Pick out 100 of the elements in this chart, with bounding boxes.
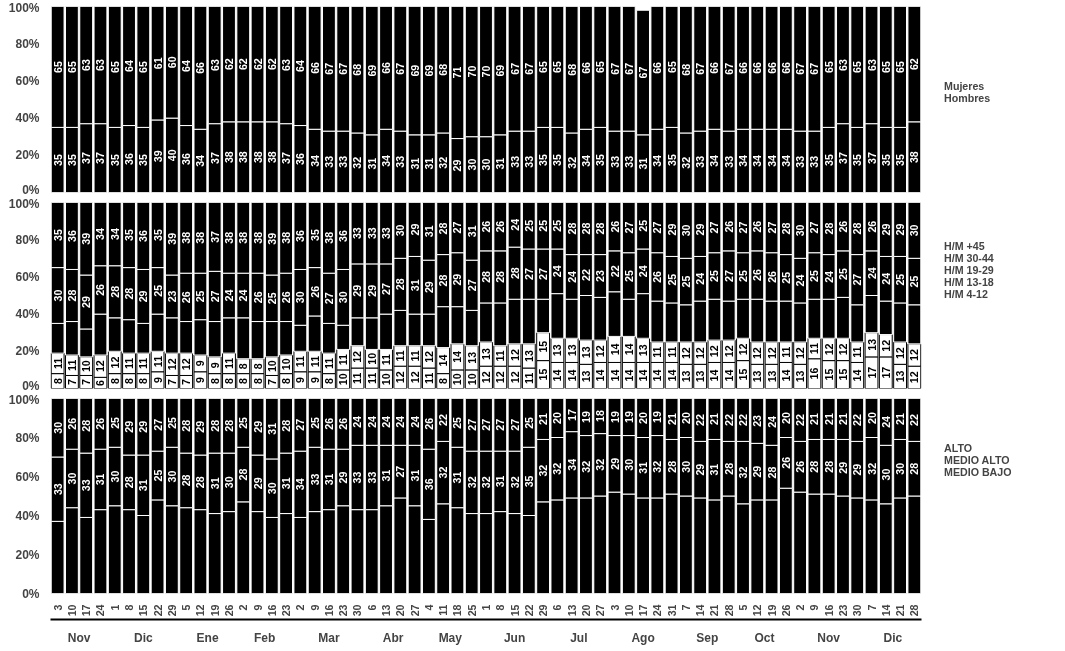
data-label: 35	[51, 153, 64, 166]
data-label: 27	[808, 221, 821, 234]
x-tick-label: 29	[165, 604, 178, 617]
text: H/M 30-44	[944, 251, 994, 264]
data-label: 66	[779, 61, 792, 74]
data-label: 62	[908, 58, 921, 71]
data-label: 66	[765, 61, 778, 74]
data-label: 38	[237, 231, 250, 244]
data-label: 24	[394, 415, 407, 428]
data-label: 12	[765, 347, 778, 360]
data-label: 27	[394, 465, 407, 478]
data-label: 12	[508, 371, 521, 384]
data-label: 11	[294, 355, 307, 368]
data-label: 32	[551, 462, 564, 475]
x-tick-label: 18	[451, 604, 464, 617]
y-tick-label: 20%	[15, 547, 40, 562]
data-label: 67	[508, 62, 521, 75]
data-label: 31	[408, 469, 421, 482]
x-tick-label: 10	[622, 604, 635, 617]
data-label: 21	[537, 412, 550, 425]
x-tick-label: 7	[679, 604, 692, 611]
y-tick-label: 60%	[15, 269, 40, 284]
x-tick-label: 11	[437, 604, 450, 616]
data-label: 12	[180, 358, 193, 371]
data-label: 10	[380, 373, 393, 386]
data-label: 35	[522, 475, 535, 488]
data-label: 15	[737, 368, 750, 381]
data-label: 11	[337, 353, 350, 366]
data-label: 13	[679, 370, 692, 383]
data-label: 64	[180, 60, 193, 72]
text: Sep	[696, 630, 719, 645]
x-tick-label: 13	[565, 604, 578, 617]
data-label: 70	[480, 65, 492, 78]
data-label: 31	[280, 477, 293, 490]
x-tick-label: 23	[836, 604, 849, 617]
text: Nov	[817, 630, 841, 645]
data-label: 35	[537, 153, 550, 166]
data-label: 33	[394, 155, 407, 168]
data-label: 11	[151, 355, 164, 368]
x-tick-label: 9	[808, 604, 821, 611]
data-label: 21	[808, 412, 821, 425]
data-label: 34	[765, 154, 778, 167]
data-label: 13	[794, 370, 807, 383]
data-label: 69	[494, 64, 507, 77]
data-label: 31	[137, 479, 150, 492]
data-label: 23	[751, 414, 764, 427]
x-tick-label: 20	[579, 604, 592, 617]
data-label: 8	[123, 378, 136, 385]
data-label: 31	[94, 473, 107, 486]
y-tick-label: 40%	[15, 307, 40, 322]
x-tick-label: 14	[694, 604, 707, 617]
data-label: 38	[222, 231, 235, 244]
data-label: 65	[594, 60, 607, 73]
data-label: 64	[294, 60, 307, 72]
data-label: 9	[194, 360, 207, 367]
data-label: 11	[408, 350, 421, 362]
data-label: 33	[722, 155, 735, 168]
data-label: 8	[251, 378, 264, 385]
data-label: 35	[822, 153, 835, 166]
data-label: 8	[237, 378, 250, 385]
x-tick-label: 27	[594, 604, 607, 617]
data-label: 13	[865, 338, 878, 351]
data-label: 31	[265, 422, 278, 435]
data-label: 26	[280, 291, 293, 304]
data-label: 33	[308, 473, 321, 486]
data-label: 12	[794, 347, 807, 360]
data-label: 28	[822, 460, 835, 473]
y-tick-label: 40%	[15, 508, 40, 523]
data-label: 32	[480, 476, 492, 489]
data-label: 36	[137, 229, 150, 242]
y-tick-label: 60%	[15, 469, 40, 484]
data-label: 35	[123, 229, 136, 241]
data-label: 7	[80, 378, 93, 385]
data-label: 28	[180, 419, 193, 432]
data-label: 26	[751, 269, 764, 281]
y-tick-label: 80%	[15, 232, 40, 247]
text: Feb	[254, 630, 276, 645]
data-label: 18	[594, 410, 607, 422]
data-label: 14	[551, 369, 564, 382]
x-tick-label: 1	[108, 604, 121, 611]
data-label: 14	[651, 369, 664, 382]
data-label: 29	[365, 284, 378, 297]
data-label: 33	[380, 227, 393, 240]
data-label: 64	[123, 60, 136, 72]
data-label: 25	[537, 219, 550, 232]
data-label: 12	[480, 371, 492, 384]
data-label: 29	[894, 223, 907, 236]
data-label: 12	[908, 371, 921, 384]
x-tick-label: 21	[894, 604, 907, 617]
data-label: 22	[722, 413, 735, 426]
data-label: 24	[551, 265, 564, 278]
data-label: 15	[836, 368, 849, 381]
data-label: 69	[422, 64, 435, 77]
data-label: 66	[737, 61, 750, 74]
data-label: 32	[565, 156, 578, 169]
data-label: 26	[865, 220, 878, 233]
data-label: 39	[151, 150, 164, 163]
data-label: 12	[722, 345, 735, 358]
data-label: 38	[280, 231, 293, 244]
data-label: 24	[879, 272, 892, 285]
